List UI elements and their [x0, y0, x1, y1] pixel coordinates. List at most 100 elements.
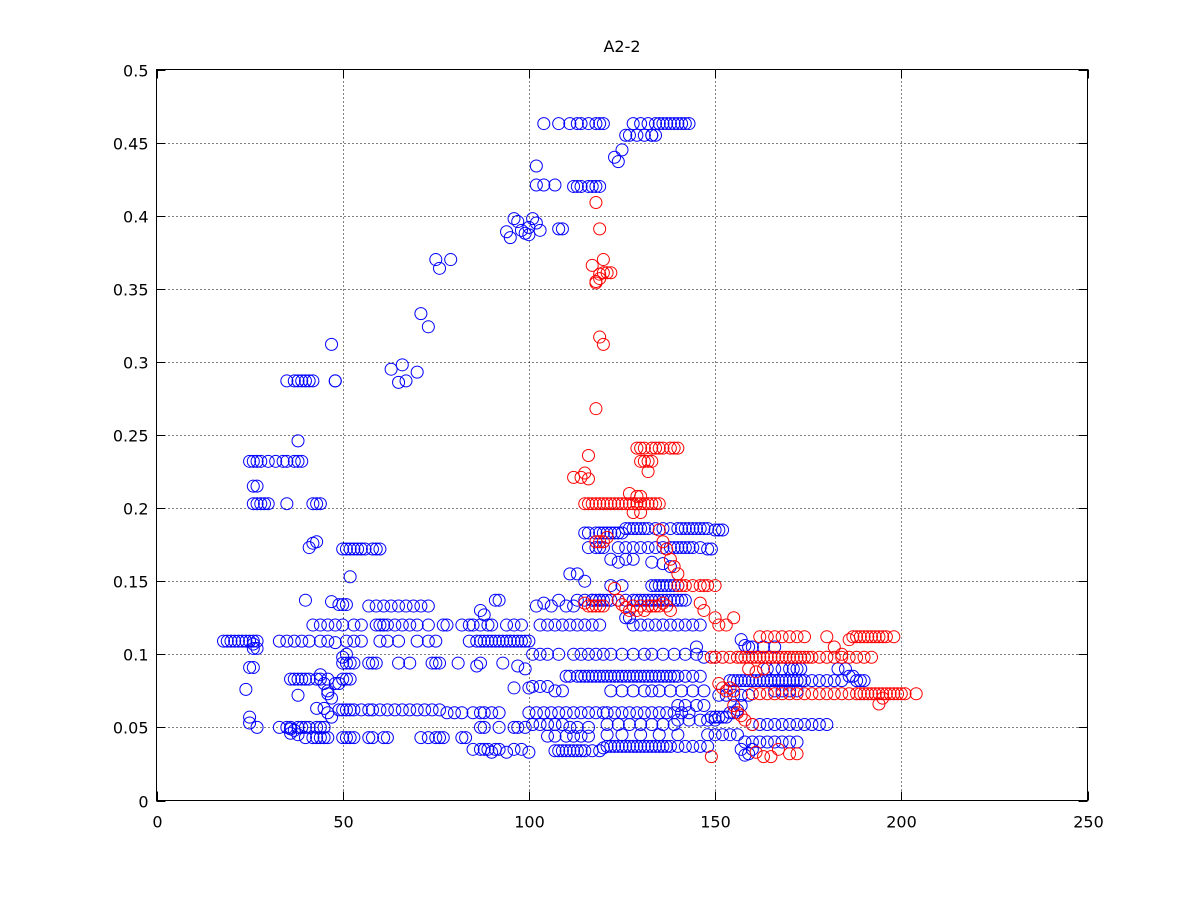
data-point	[630, 522, 644, 536]
data-point	[745, 674, 759, 688]
data-point	[380, 634, 394, 648]
data-point	[310, 497, 324, 511]
data-point	[593, 526, 607, 540]
data-point	[336, 656, 350, 670]
data-point	[887, 630, 901, 644]
data-point	[581, 472, 595, 486]
data-point	[622, 717, 636, 731]
data-point	[637, 739, 651, 753]
data-point	[697, 684, 711, 698]
data-point	[574, 744, 588, 758]
data-point	[634, 441, 648, 455]
data-point	[477, 706, 491, 720]
data-point	[805, 674, 819, 688]
data-point	[481, 634, 495, 648]
data-point	[492, 593, 506, 607]
data-point	[559, 669, 573, 683]
data-point	[689, 640, 703, 654]
data-point	[280, 374, 294, 388]
data-point	[325, 710, 339, 724]
data-point	[652, 117, 666, 131]
data-point	[641, 618, 655, 632]
data-point	[321, 618, 335, 632]
data-point	[686, 739, 700, 753]
data-point	[589, 535, 603, 549]
data-point	[652, 523, 666, 537]
data-point	[343, 703, 357, 717]
data-point	[529, 178, 543, 192]
x-tick-label: 0	[152, 813, 162, 832]
data-point	[719, 618, 733, 632]
data-point	[246, 497, 260, 511]
data-point	[596, 706, 610, 720]
data-point	[790, 630, 804, 644]
data-point	[365, 656, 379, 670]
data-point	[473, 656, 487, 670]
data-point	[708, 728, 722, 742]
data-point	[649, 618, 663, 632]
y-tick-label: 0.05	[113, 719, 149, 738]
data-point	[656, 669, 670, 683]
data-point	[786, 650, 800, 664]
data-point	[783, 684, 797, 698]
data-point	[641, 117, 655, 131]
data-point	[470, 634, 484, 648]
data-point	[541, 647, 555, 661]
data-point	[693, 669, 707, 683]
y-tick-label: 0.3	[123, 354, 148, 373]
data-point	[462, 634, 476, 648]
data-point	[678, 618, 692, 632]
data-point	[757, 750, 771, 764]
data-point	[660, 739, 674, 753]
data-point	[507, 720, 521, 734]
data-point	[611, 526, 625, 540]
data-point	[730, 728, 744, 742]
data-point	[879, 630, 893, 644]
data-point	[671, 441, 685, 455]
data-point	[604, 684, 618, 698]
data-point	[745, 717, 759, 731]
data-point	[306, 497, 320, 511]
data-point	[693, 739, 707, 753]
data-point	[347, 656, 361, 670]
data-point	[790, 650, 804, 664]
data-point	[526, 647, 540, 661]
data-point	[652, 599, 666, 613]
data-point	[663, 117, 677, 131]
data-point	[436, 618, 450, 632]
data-point	[604, 647, 618, 661]
data-point	[239, 634, 253, 648]
data-point	[663, 522, 677, 536]
data-point	[857, 630, 871, 644]
data-point	[660, 117, 674, 131]
data-point	[578, 526, 592, 540]
data-point	[775, 735, 789, 749]
data-point	[693, 579, 707, 593]
data-point	[317, 731, 331, 745]
data-point	[425, 656, 439, 670]
data-point	[455, 731, 469, 745]
data-point	[730, 650, 744, 664]
data-point	[339, 542, 353, 556]
data-point	[660, 599, 674, 613]
data-point	[790, 684, 804, 698]
data-point	[779, 650, 793, 664]
data-point	[634, 497, 648, 511]
data-point	[410, 634, 424, 648]
data-point	[805, 717, 819, 731]
data-point	[708, 710, 722, 724]
data-point	[414, 731, 428, 745]
y-tick-label: 0	[138, 793, 148, 812]
data-point	[649, 128, 663, 142]
data-point	[246, 634, 260, 648]
data-point	[634, 505, 648, 519]
data-point	[581, 720, 595, 734]
data-point	[526, 679, 540, 693]
data-point	[656, 441, 670, 455]
data-point	[589, 669, 603, 683]
data-point	[671, 669, 685, 683]
data-point	[555, 222, 569, 236]
data-point	[325, 337, 339, 351]
data-point	[578, 744, 592, 758]
data-point	[563, 720, 577, 734]
